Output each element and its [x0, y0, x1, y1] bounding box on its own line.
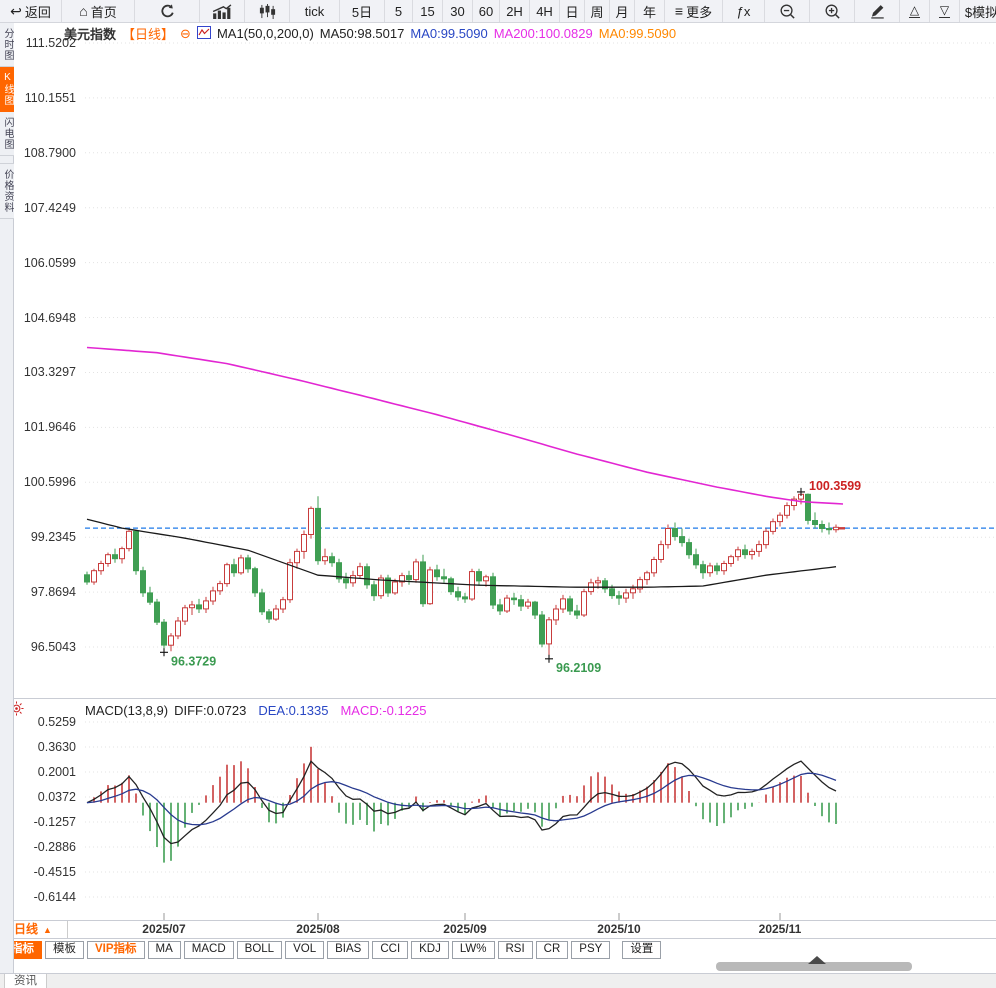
- indicator-toolbar: 指标 模板 VIP指标 MA MACD BOLL VOL BIAS CCI KDJ LW% RSI CR…: [0, 939, 996, 963]
- price-axis-tick: 104.6948: [23, 310, 76, 325]
- macd-dea-value: DEA:0.1335: [258, 703, 329, 718]
- toolbar-period-day-button[interactable]: 日: [560, 0, 585, 22]
- chart-type-sidebar: 分时图 K线图 闪电图价格资料: [0, 23, 14, 973]
- bottom-timeframe-label: 日线: [14, 922, 39, 936]
- toolbar-scale-up-icon[interactable]: △: [900, 0, 930, 22]
- sidebar-tab-0[interactable]: 分时图: [0, 23, 14, 67]
- ma200-value: MA200:100.0829: [493, 26, 593, 41]
- toolbar-simulate-button[interactable]: $模拟: [960, 0, 996, 22]
- indicator-tab-MA[interactable]: MA: [147, 941, 181, 959]
- indicator-tab-LW%[interactable]: LW%: [451, 941, 495, 959]
- price-axis-tick: 101.9646: [23, 420, 76, 435]
- price-axis-tick: 97.8694: [30, 585, 76, 600]
- ma-settings: MA1(50,0,200,0): [216, 26, 314, 41]
- macd-axis-tick: -0.1257: [33, 815, 76, 829]
- time-axis-label: 2025/11: [758, 922, 802, 936]
- macd-value: MACD:-0.1225: [340, 703, 427, 718]
- time-axis-row: 日线 ▲ 2025/07 2025/08 2025/09 2025/10 2025/11: [0, 921, 996, 939]
- price-axis-tick: 110.1551: [24, 90, 76, 105]
- horizontal-scrollbar[interactable]: [716, 956, 912, 971]
- toolbar-candlestick-icon[interactable]: [245, 0, 290, 22]
- toolbar-home-button[interactable]: ⌂ 首页: [62, 0, 135, 22]
- indicator-tab-RSI[interactable]: RSI: [497, 941, 533, 959]
- ma-indicator-icon[interactable]: [196, 25, 211, 42]
- macd-axis-tick: 0.5259: [37, 715, 76, 729]
- indicator-tab-KDJ[interactable]: KDJ: [411, 941, 449, 959]
- price-axis-tick: 99.2345: [30, 530, 76, 545]
- toolbar-period-5d-button[interactable]: 5日: [340, 0, 385, 22]
- ma0-value-blue: MA0:99.5090: [410, 26, 488, 41]
- indicator-tab-CR[interactable]: CR: [535, 941, 569, 959]
- top-toolbar: ↩ 返回 ⌂ 首页 tick 5日 5 15 30 60 2H 4H 日周月年 ≡ 更多 ƒx △ ▽ $模拟: [0, 0, 996, 23]
- time-axis-label: 2025/08: [296, 922, 340, 936]
- sidebar-tab-2[interactable]: 闪电图: [0, 112, 14, 156]
- toolbar-period-year-button[interactable]: 年: [635, 0, 665, 22]
- indicator-tab-BOLL[interactable]: BOLL: [236, 941, 283, 959]
- time-axis-label: 2025/09: [443, 922, 487, 936]
- toolbar-back-button[interactable]: ↩ 返回: [0, 0, 62, 22]
- macd-axis-tick: 0.0372: [37, 790, 76, 804]
- indicator-tab-模板[interactable]: 模板: [45, 941, 84, 959]
- toolbar-period-month-button[interactable]: 月: [610, 0, 635, 22]
- price-axis-tick: 100.5996: [23, 475, 76, 490]
- macd-axis-tick: -0.6144: [33, 890, 76, 904]
- price-axis-tick: 96.5043: [30, 640, 76, 654]
- indicator-tab-BIAS[interactable]: BIAS: [327, 941, 370, 959]
- ma0-value-orange: MA0:99.5090: [598, 26, 677, 41]
- indicator-tab-VIP指标[interactable]: VIP指标: [87, 941, 145, 959]
- indicator-tab-PSY[interactable]: PSY: [571, 941, 611, 959]
- macd-axis-tick: 0.3630: [37, 740, 76, 754]
- macd-title: MACD(13,8,9): [85, 703, 169, 718]
- toolbar-period-week-button[interactable]: 周: [585, 0, 610, 22]
- toolbar-draw-icon[interactable]: [855, 0, 900, 22]
- toolbar-period-15-button[interactable]: 15: [413, 0, 443, 22]
- indicator-tab-MACD[interactable]: MACD: [183, 941, 234, 959]
- macd-axis-tick: -0.2886: [33, 840, 76, 854]
- toolbar-scale-down-icon[interactable]: ▽: [930, 0, 960, 22]
- news-bar: 资讯: [0, 973, 996, 988]
- toolbar-period-5-button[interactable]: 5: [385, 0, 413, 22]
- ma50-value: MA50:98.5017: [319, 26, 405, 41]
- price-axis-tick: 107.4249: [23, 200, 76, 215]
- indicator-tab-设置[interactable]: 设置: [622, 941, 662, 959]
- svg-text:100.3599: 100.3599: [809, 479, 861, 493]
- sidebar-tab-1[interactable]: K线图: [0, 67, 14, 112]
- toolbar-refresh-icon[interactable]: [135, 0, 200, 22]
- toolbar-tick-button[interactable]: tick: [290, 0, 340, 22]
- collapse-icon[interactable]: ⊖: [180, 25, 191, 41]
- toolbar-period-2h-button[interactable]: 2H: [500, 0, 530, 22]
- macd-header: MACD(13,8,9) DIFF:0.0723 DEA:0.1335 MACD…: [85, 703, 426, 718]
- svg-text:96.2109: 96.2109: [556, 661, 601, 675]
- macd-axis-tick: 0.2001: [37, 765, 76, 779]
- time-axis-label: 2025/07: [142, 922, 186, 936]
- symbol-name: 美元指数: [64, 27, 117, 42]
- tab-news[interactable]: 资讯: [4, 974, 47, 988]
- macd-axis-tick: -0.4515: [33, 865, 76, 879]
- toolbar-period-4h-button[interactable]: 4H: [530, 0, 560, 22]
- price-axis-tick: 111.5202: [25, 36, 76, 50]
- price-axis-tick: 103.3297: [23, 365, 76, 380]
- period-tag: 【日线】: [122, 27, 175, 42]
- toolbar-period-30-button[interactable]: 30: [443, 0, 473, 22]
- chart-header: 美元指数 【日线】 ⊖ MA1(50,0,200,0) MA50:98.5017 …: [64, 24, 676, 43]
- sidebar-tab-3[interactable]: 价格资料: [0, 163, 14, 219]
- indicator-tab-CCI[interactable]: CCI: [372, 941, 409, 959]
- time-axis-label: 2025/10: [597, 922, 641, 936]
- toolbar-formula-button[interactable]: ƒx: [723, 0, 765, 22]
- toolbar-zoom-in-icon[interactable]: [810, 0, 855, 22]
- toolbar-period-60-button[interactable]: 60: [473, 0, 500, 22]
- toolbar-zoom-out-icon[interactable]: [765, 0, 810, 22]
- bottom-timeframe-selector[interactable]: 日线 ▲: [0, 921, 68, 938]
- svg-text:96.3729: 96.3729: [171, 654, 216, 668]
- price-axis-tick: 108.7900: [23, 145, 76, 160]
- toolbar-more-button[interactable]: ≡ 更多: [665, 0, 723, 22]
- chevron-up-icon: ▲: [43, 925, 52, 935]
- price-axis-tick: 106.0599: [23, 255, 76, 270]
- macd-diff-value: DIFF:0.0723: [174, 703, 247, 718]
- indicator-tab-VOL[interactable]: VOL: [285, 941, 325, 959]
- scroll-handle-icon[interactable]: [808, 956, 826, 964]
- toolbar-bar-chart-icon[interactable]: [200, 0, 245, 22]
